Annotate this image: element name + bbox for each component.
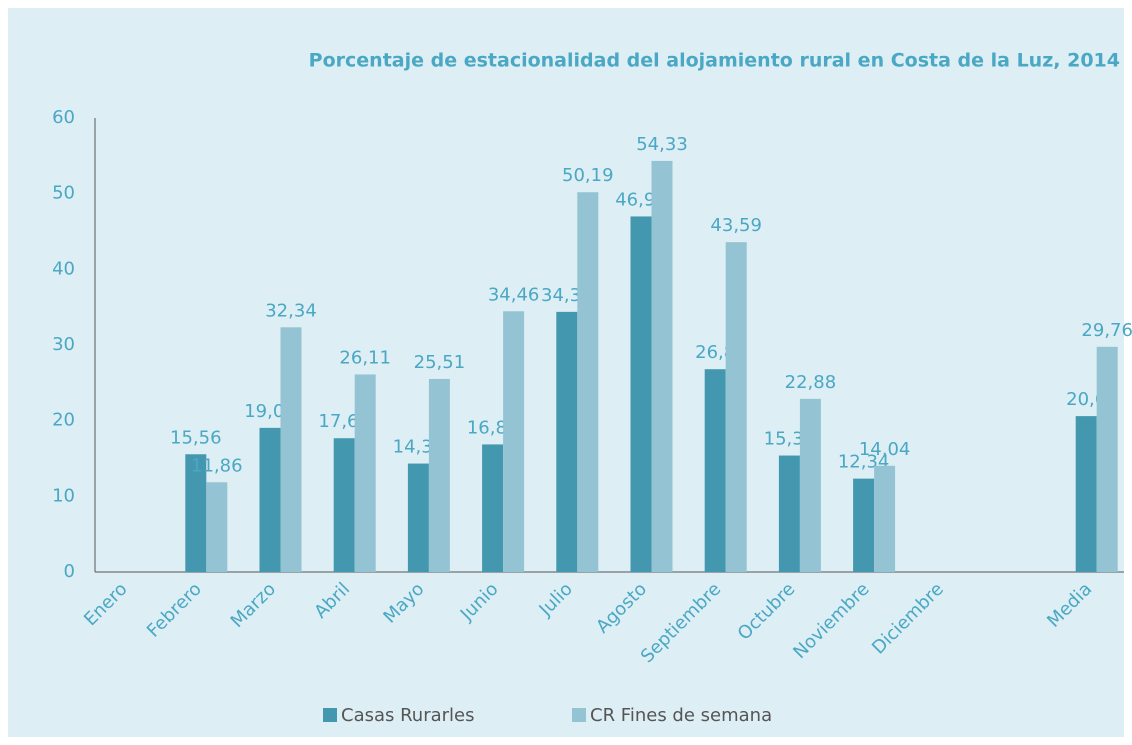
bar xyxy=(556,311,578,572)
bar xyxy=(651,160,673,572)
chart-title: Porcentaje de estacionalidad del alojami… xyxy=(309,50,1120,72)
y-tick-label: 40 xyxy=(52,258,75,279)
bar xyxy=(1096,346,1118,572)
y-tick-label: 20 xyxy=(52,410,75,431)
bar xyxy=(725,242,747,572)
data-label: 26,11 xyxy=(339,347,391,368)
data-label: 11,86 xyxy=(191,455,243,476)
bar xyxy=(428,378,450,572)
data-label: 50,19 xyxy=(562,165,614,186)
bar xyxy=(503,311,525,572)
bar xyxy=(206,482,228,572)
bar xyxy=(577,192,599,572)
y-tick-label: 60 xyxy=(52,107,75,128)
bar xyxy=(799,398,821,572)
bar xyxy=(333,438,355,572)
bar xyxy=(407,463,429,572)
y-tick-label: 10 xyxy=(52,485,75,506)
data-label: 26,8 xyxy=(695,342,735,363)
data-label: 15,56 xyxy=(170,427,222,448)
bar xyxy=(354,374,376,572)
data-label: 20,6 xyxy=(1066,389,1106,410)
data-label: 25,51 xyxy=(414,352,466,373)
data-label: 43,59 xyxy=(710,215,762,236)
bar xyxy=(853,478,875,572)
data-label: 29,76 xyxy=(1081,320,1132,341)
data-label: 22,88 xyxy=(785,372,837,393)
legend-swatch xyxy=(323,708,337,722)
y-tick-label: 0 xyxy=(64,561,75,582)
data-label: 54,33 xyxy=(636,134,688,155)
bar xyxy=(185,454,207,572)
bar xyxy=(778,455,800,572)
data-label: 32,34 xyxy=(265,300,317,321)
legend-swatch xyxy=(572,708,586,722)
bar xyxy=(1075,416,1097,572)
data-label: 14,04 xyxy=(859,439,911,460)
bar xyxy=(259,427,281,572)
legend-label: Casas Rurarles xyxy=(341,705,475,726)
y-tick-label: 30 xyxy=(52,334,75,355)
bar xyxy=(482,444,504,572)
bar xyxy=(874,465,896,572)
y-tick-label: 50 xyxy=(52,183,75,204)
bar xyxy=(630,216,652,573)
bar xyxy=(704,369,726,572)
data-label: 34,46 xyxy=(488,284,540,305)
bar xyxy=(280,327,302,572)
legend-label: CR Fines de semana xyxy=(590,705,772,726)
